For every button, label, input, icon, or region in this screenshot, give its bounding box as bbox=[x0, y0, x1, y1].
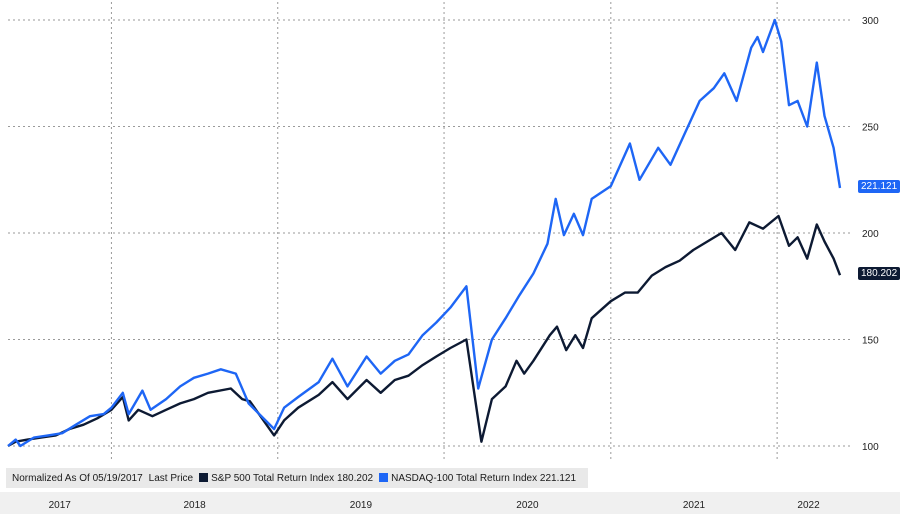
legend-swatch-nasdaq bbox=[379, 472, 389, 482]
legend-value-nasdaq: 221.121 bbox=[539, 472, 577, 484]
legend-field: Last Price bbox=[148, 472, 194, 484]
y-tick-label-100: 100 bbox=[862, 442, 879, 453]
x-tick-label-2019: 2019 bbox=[350, 500, 373, 511]
legend-label-nasdaq: NASDAQ-100 Total Return Index bbox=[391, 472, 538, 484]
legend-item-nasdaq[interactable]: NASDAQ-100 Total Return Index 221.121 bbox=[379, 472, 577, 484]
legend-swatch-sp500 bbox=[199, 472, 209, 482]
legend-item-sp500[interactable]: S&P 500 Total Return Index 180.202 bbox=[199, 472, 374, 484]
x-tick-label-2021: 2021 bbox=[683, 500, 706, 511]
x-tick-label-2017: 2017 bbox=[49, 500, 72, 511]
legend: Normalized As Of 05/19/2017 Last Price S… bbox=[6, 468, 589, 488]
x-tick-label-2018: 2018 bbox=[183, 500, 206, 511]
legend-label-sp500: S&P 500 Total Return Index bbox=[211, 472, 335, 484]
legend-value-sp500: 180.202 bbox=[336, 472, 374, 484]
legend-prefix: Normalized As Of 05/19/2017 bbox=[12, 472, 143, 484]
y-tick-label-300: 300 bbox=[862, 16, 879, 27]
series-line-nasdaq bbox=[7, 18, 842, 448]
last-value-tag-nasdaq: 221.121 bbox=[858, 180, 900, 193]
x-axis-band bbox=[0, 492, 900, 514]
x-tick-label-2020: 2020 bbox=[516, 500, 539, 511]
y-tick-label-150: 150 bbox=[862, 336, 879, 347]
y-tick-label-250: 250 bbox=[862, 123, 879, 134]
y-tick-label-200: 200 bbox=[862, 229, 879, 240]
vertical-gridlines bbox=[110, 2, 778, 462]
last-value-tag-sp500: 180.202 bbox=[858, 267, 900, 281]
x-axis: 2017 2018 2019 2020 2021 2022 bbox=[0, 492, 900, 514]
x-tick-label-2022: 2022 bbox=[797, 500, 820, 511]
horizontal-gridlines bbox=[8, 19, 852, 447]
series-line-sp500 bbox=[7, 214, 842, 448]
series-lines bbox=[7, 18, 842, 448]
y-axis: 100 150 200 250 300 bbox=[862, 16, 879, 453]
